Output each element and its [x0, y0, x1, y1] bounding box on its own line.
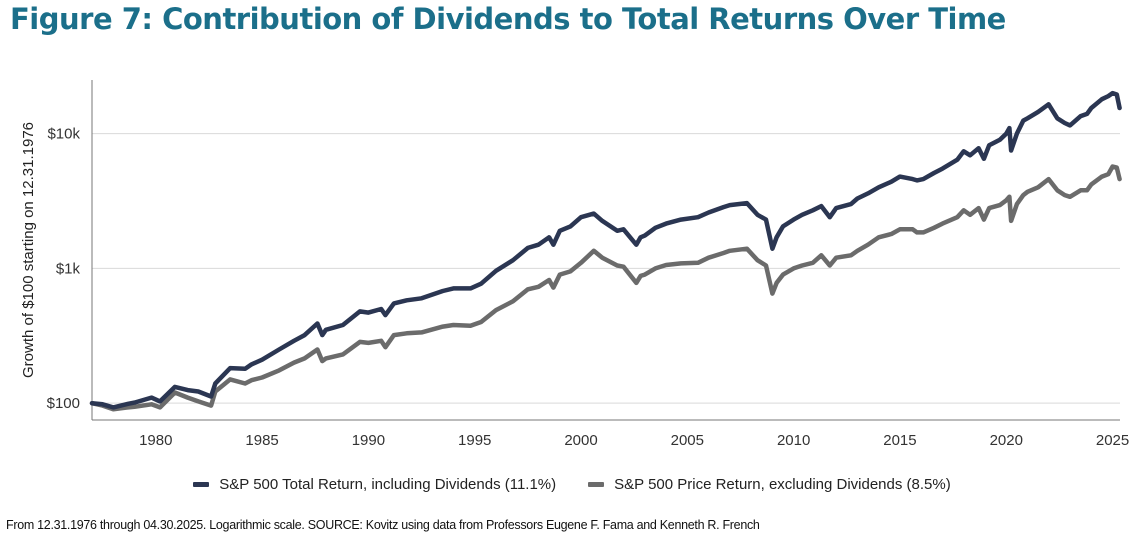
legend-item-total-return: S&P 500 Total Return, including Dividend… — [193, 476, 556, 493]
x-tick-label: 1985 — [245, 432, 278, 449]
legend-item-price-return: S&P 500 Price Return, excluding Dividend… — [588, 476, 951, 493]
series-lines — [89, 90, 1122, 412]
x-tick-label: 1990 — [352, 432, 385, 449]
x-tick-label: 2025 — [1096, 432, 1129, 449]
x-tick-label: 2000 — [564, 432, 597, 449]
y-axis-label: Growth of $100 starting on 12.31.1976 — [20, 122, 37, 378]
series-line-total-return — [89, 90, 1122, 410]
x-tick-labels: 1980 1985 1990 1995 2000 2005 2010 2015 2020 2025 — [139, 432, 1129, 449]
legend-swatch-total-return — [193, 482, 210, 487]
x-tick-label: 1995 — [458, 432, 491, 449]
y-tick-labels: $100 $1k $10k — [47, 126, 81, 413]
legend-label-price-return: S&P 500 Price Return, excluding Dividend… — [614, 476, 951, 493]
legend: S&P 500 Total Return, including Dividend… — [0, 476, 1144, 493]
chart-title: Figure 7: Contribution of Dividends to T… — [10, 2, 1006, 36]
legend-label-total-return: S&P 500 Total Return, including Dividend… — [219, 476, 557, 493]
source-note: From 12.31.1976 through 04.30.2025. Loga… — [6, 518, 760, 532]
x-tick-label: 2015 — [883, 432, 916, 449]
legend-swatch-price-return — [588, 482, 605, 487]
y-tick-label: $100 — [47, 395, 80, 412]
line-chart: $100 $1k $10k 1980 1985 1990 1995 2000 2005 2010… — [20, 80, 1129, 449]
gridlines — [92, 133, 1120, 404]
x-tick-label: 2010 — [777, 432, 810, 449]
x-tick-label: 2005 — [671, 432, 704, 449]
x-tick-label: 1980 — [139, 432, 172, 449]
y-tick-label: $1k — [56, 260, 81, 277]
y-tick-label: $10k — [47, 126, 80, 143]
x-tick-label: 2020 — [990, 432, 1023, 449]
series-line-price-return — [89, 164, 1122, 412]
